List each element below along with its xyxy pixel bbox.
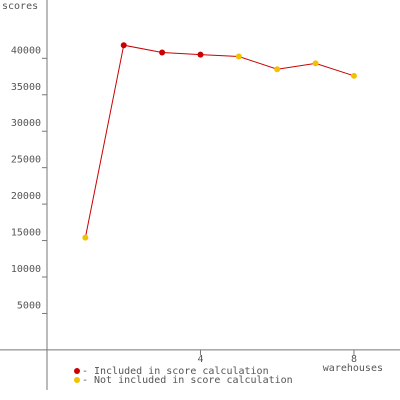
point [350,72,357,79]
y-tick-label: 30000 [11,118,41,129]
point [120,42,127,49]
x-axis-label: warehouses [323,363,383,374]
point [197,51,204,58]
legend-marker [74,368,80,374]
y-axis-label: scores [2,1,38,12]
point [274,66,281,73]
legend-dash: - [82,375,88,386]
y-tick-label: 5000 [17,300,41,311]
score-line [84,44,355,238]
y-tick-label: 40000 [11,45,41,56]
y-tick-label: 10000 [11,264,41,275]
point [159,49,166,56]
point [82,234,89,241]
x-tick-label: 8 [351,354,357,365]
legend-label: Not included in score calculation [94,375,293,386]
y-tick-label: 25000 [11,155,41,166]
point [312,60,319,67]
point [235,53,242,60]
legend-dash: - [82,366,88,377]
legend-marker [74,377,80,383]
x-tick-label: 4 [197,354,203,365]
y-tick-label: 15000 [11,228,41,239]
legend-label: Included in score calculation [94,366,269,377]
y-tick-label: 35000 [11,82,41,93]
y-tick-label: 20000 [11,191,41,202]
